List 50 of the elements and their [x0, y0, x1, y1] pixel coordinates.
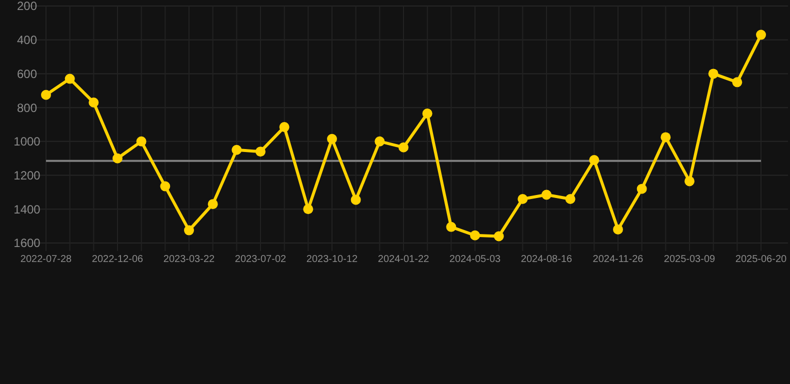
y-tick-label: 1600: [14, 236, 41, 250]
point: [565, 194, 576, 204]
x-tick-label: 2024-11-26: [592, 254, 644, 265]
point: [279, 122, 290, 132]
point: [732, 77, 742, 88]
x-tick-label: 2024-01-22: [378, 254, 430, 265]
point: [256, 146, 266, 157]
x-tick-label: 2022-07-28: [20, 254, 72, 265]
point: [446, 222, 456, 232]
x-tick-label: 2025-03-09: [664, 254, 716, 265]
point: [636, 184, 647, 194]
x-tick-label: 2024-08-16: [520, 254, 573, 265]
x-tick-label: 2023-03-22: [163, 254, 216, 265]
x-tick-label: 2022-12-06: [92, 254, 144, 265]
point: [327, 134, 337, 144]
y-tick-label: 1000: [14, 134, 41, 149]
y-tick-label: 1400: [14, 202, 41, 216]
point: [232, 144, 242, 155]
point: [350, 194, 361, 205]
point: [184, 225, 194, 236]
point: [303, 204, 314, 214]
y-tick-label: 400: [16, 33, 38, 48]
x-tick-label: 2023-10-12: [306, 254, 358, 265]
point: [494, 231, 504, 242]
point: [136, 136, 146, 146]
y-tick-label: 1200: [14, 168, 41, 182]
point: [398, 142, 408, 152]
point: [613, 224, 623, 234]
point: [41, 90, 51, 100]
point: [422, 108, 432, 118]
point: [470, 230, 480, 240]
point: [88, 97, 99, 108]
x-tick-label: 2025-06-20: [735, 254, 788, 265]
y-tick-label: 800: [16, 100, 38, 115]
y-tick-label: 600: [16, 66, 38, 81]
point: [589, 155, 600, 166]
point: [112, 153, 122, 164]
point: [518, 194, 528, 204]
point: [660, 132, 671, 142]
x-tick-label: 2023-07-02: [234, 254, 287, 265]
point: [208, 199, 218, 210]
point: [542, 190, 552, 200]
point: [708, 68, 718, 79]
point: [160, 181, 170, 192]
y-tick-label: 200: [16, 0, 38, 14]
x-tick-label: 2024-05-03: [449, 254, 502, 265]
point: [756, 30, 766, 40]
point: [64, 74, 75, 84]
point: [684, 176, 694, 186]
point: [374, 136, 385, 146]
